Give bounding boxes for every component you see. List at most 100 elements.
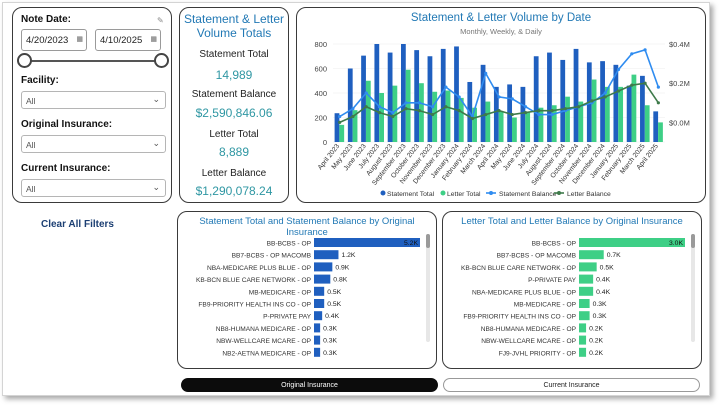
statement-total-bar [347,68,353,142]
category-label: BB7-BCBS - OP MACOMB [497,253,577,260]
current-insurance-dropdown[interactable]: All ⌄ [21,179,166,197]
scrollbar[interactable] [691,234,695,342]
totals-title-line1: Statement & Letter [183,12,285,26]
value-bar [579,347,587,357]
statement-total-bar [626,85,632,142]
y-tick-label: 400 [314,89,327,98]
data-label: 0.8K [333,277,347,284]
letter-balance-point [338,120,342,124]
data-label: 0.5K [327,289,341,296]
statement-total-bar [560,59,566,142]
value-bar [314,262,333,272]
data-label: 0.7K [607,252,621,259]
letter-balance-point [351,114,355,119]
calendar-icon[interactable]: ▦ [150,36,157,43]
clear-all-filters-button[interactable]: Clear All Filters [41,219,114,230]
statement-balance-point [404,101,408,105]
scrollbar-thumb[interactable] [691,234,695,248]
value-bar [579,274,594,284]
chevron-down-icon: ⌄ [152,138,160,148]
legend-marker [489,191,493,195]
value-bar [579,286,594,296]
letter-total-bar [591,79,597,142]
category-label: BB-BCBS - OP [267,241,312,248]
end-date-value: 4/10/2025 [100,35,143,46]
statement-balance-line [339,48,660,119]
statement-total-bar [493,86,499,142]
statement-total-bar [640,75,645,142]
statement-total-bar [440,48,446,142]
letter-balance-point [457,109,461,113]
letter-balance-point [444,105,448,109]
letter-balance-value: $1,290,078.24 [195,184,273,198]
data-label: 0.5K [327,301,341,308]
category-label: NB8-HUMANA MEDICARE - OP [216,326,312,333]
statement-total-bar [400,44,406,142]
date-slider-end-handle[interactable] [154,53,169,68]
letter-total-bar [538,107,544,142]
statement-balance-point [603,91,607,95]
facility-value: All [26,96,36,106]
calendar-icon[interactable]: ▦ [76,36,83,43]
value-bar [314,299,325,308]
value-bar [314,323,321,333]
scrollbar[interactable] [426,234,430,342]
letter-balance-point [563,107,567,111]
statement-balance-point [431,105,435,109]
data-label: 0.2K [589,350,603,357]
eraser-icon[interactable]: ✎ [157,16,164,25]
value-bar [579,238,685,247]
statement-bar-plot[interactable]: BB-BCBS - OP 5.2K BB7-BCBS - OP MACOMB 1.2K… [178,234,436,366]
facility-label: Facility: [21,75,59,86]
volume-totals-card: Statement & Letter Volume Totals Stateme… [179,7,289,203]
original-insurance-dropdown[interactable]: All ⌄ [21,135,166,153]
letter-balance-point [577,105,581,109]
value-bar [579,323,587,333]
statement-balance-value: $2,590,846.06 [195,106,273,120]
letter-balance-point [417,109,421,113]
category-label: MB-MEDICARE - OP [514,302,577,309]
statement-total-bar [573,48,579,142]
letter-balance-point [630,83,634,87]
letter-total-bar [578,101,584,142]
category-label: BB7-BCBS - OP MACOMB [232,253,312,260]
letter-balance-point [484,112,488,117]
letter-total-bar [644,105,650,142]
data-label: 5.2K [404,240,418,247]
date-slider-start-handle[interactable] [17,53,32,68]
category-label: P-PRIVATE PAY [528,277,576,284]
y-tick-label: 200 [314,114,327,123]
date-slider-track[interactable] [25,60,161,62]
legend-marker [380,190,386,196]
statement-balance-point [417,101,421,105]
letter-total-bar [512,117,517,142]
data-label: 0.2K [589,338,603,345]
letter-total-bar [565,96,570,142]
value-bar [579,262,597,272]
letter-balance-point [590,99,594,103]
y2-tick-label: $0.0M [669,118,690,127]
start-date-input[interactable]: 4/20/2023 ▦ [21,29,87,51]
letter-balance-label: Letter Balance [201,168,267,179]
scrollbar-thumb[interactable] [426,234,430,248]
report-canvas: Note Date: ✎ 4/20/2023 ▦ 4/10/2025 ▦ Fac… [2,2,710,396]
statement-total-bar [361,55,366,143]
data-label: 0.4K [596,289,610,296]
data-label: 0.5K [600,264,614,271]
value-bar [579,335,587,345]
letter-balance-point [510,112,514,117]
letter-bar-plot[interactable]: BB-BCBS - OP 3.0K BB7-BCBS - OP MACOMB 0.7K… [443,234,701,366]
facility-dropdown[interactable]: All ⌄ [21,91,166,109]
original-insurance-toggle-button[interactable]: Original Insurance [181,378,438,392]
statement-balance-point [656,85,660,89]
value-bar [579,250,604,260]
end-date-input[interactable]: 4/10/2025 ▦ [95,29,161,51]
statement-balance-point [550,112,554,117]
statement-balance-point [630,52,634,56]
letter-balance-point [391,114,395,119]
current-insurance-toggle-button[interactable]: Current Insurance [443,378,700,392]
chart-subtitle: Monthly, Weekly, & Daily [460,27,542,36]
data-label: 0.9K [335,264,349,271]
category-label: NBA-MEDICARE PLUS BLUE - OP [472,289,577,296]
